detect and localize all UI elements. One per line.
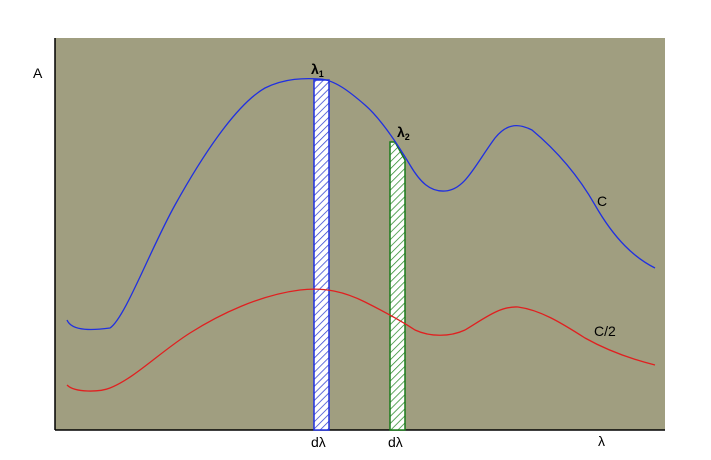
curve-label: C xyxy=(597,193,607,209)
x-axis-label: λ xyxy=(598,433,605,449)
curve-label: C/2 xyxy=(594,323,616,339)
marker-subscript: 2 xyxy=(405,132,410,142)
marker-label: λ2 xyxy=(397,124,410,142)
y-axis-label: A xyxy=(33,65,43,81)
curve-c xyxy=(66,77,656,331)
plot-area xyxy=(55,38,665,430)
band-2 xyxy=(389,141,406,431)
marker-symbol: λ xyxy=(397,124,405,140)
width-label: dλ xyxy=(388,434,403,450)
marker-symbol: λ xyxy=(311,61,319,77)
curve-c-half xyxy=(66,288,656,392)
band-1 xyxy=(313,79,330,431)
width-label: dλ xyxy=(311,434,326,450)
marker-label: λ1 xyxy=(311,61,324,79)
marker-subscript: 1 xyxy=(319,69,324,79)
